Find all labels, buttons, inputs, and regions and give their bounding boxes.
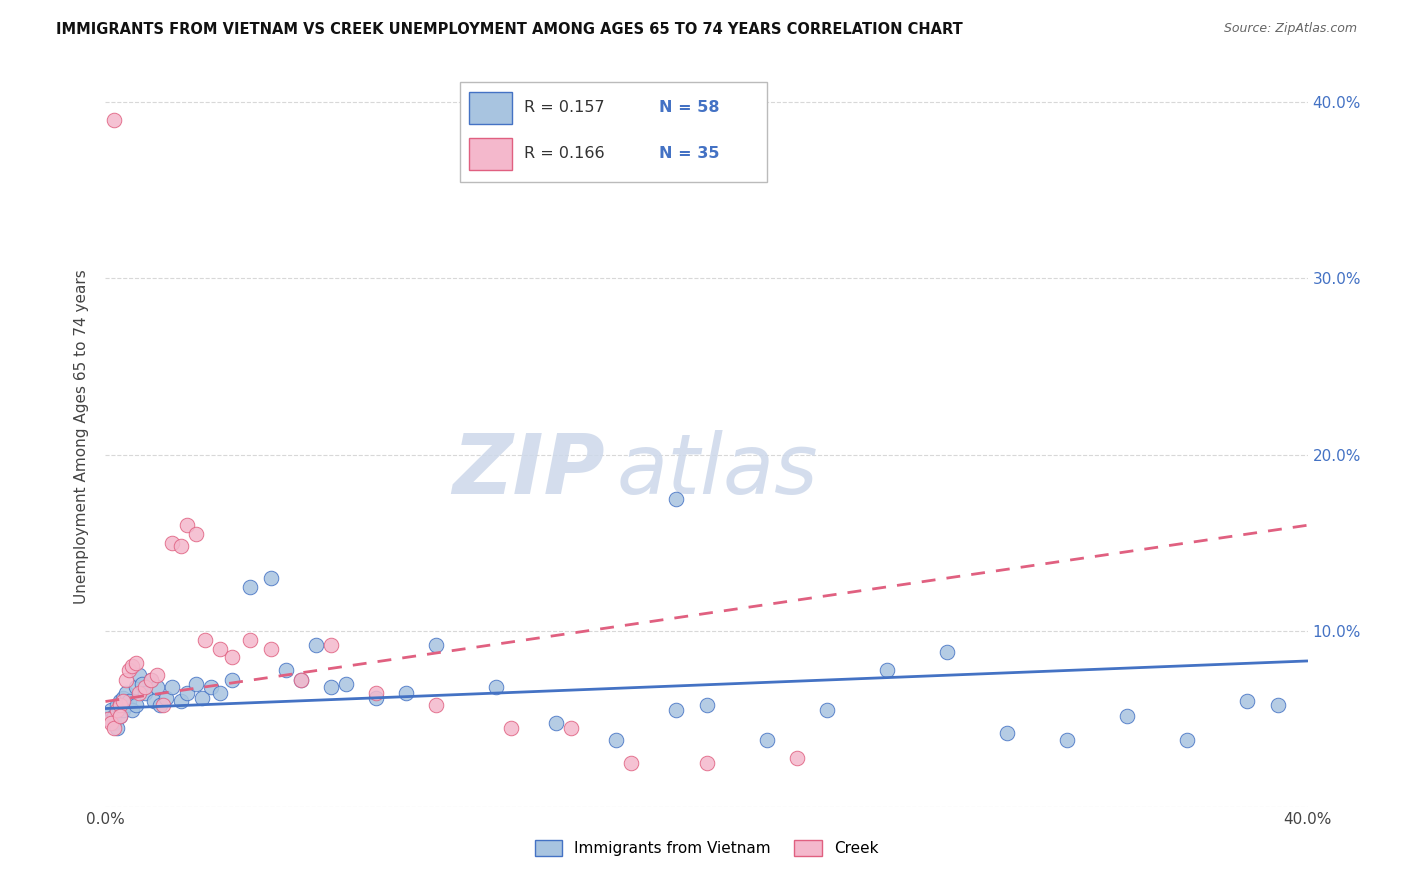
- Point: [335, 677, 357, 691]
- Point: [995, 726, 1018, 740]
- Point: [364, 690, 387, 705]
- Point: [501, 721, 523, 735]
- Point: [184, 527, 207, 541]
- Point: [124, 656, 146, 670]
- Point: [755, 733, 778, 747]
- Point: [152, 698, 174, 712]
- Point: [139, 673, 162, 688]
- Point: [208, 686, 231, 700]
- Point: [110, 708, 132, 723]
- Point: [239, 580, 262, 594]
- Point: [290, 673, 312, 688]
- Point: [260, 641, 283, 656]
- Point: [1056, 733, 1078, 747]
- Point: [160, 536, 183, 550]
- Point: [115, 698, 138, 712]
- Point: [176, 518, 198, 533]
- Point: [665, 491, 688, 506]
- Point: [121, 659, 143, 673]
- Point: [665, 703, 688, 717]
- Legend: Immigrants from Vietnam, Creek: Immigrants from Vietnam, Creek: [529, 834, 884, 863]
- Point: [142, 694, 165, 708]
- Point: [112, 690, 135, 705]
- Point: [100, 703, 122, 717]
- Point: [364, 686, 387, 700]
- Point: [134, 681, 156, 695]
- Point: [103, 721, 125, 735]
- Point: [128, 668, 150, 682]
- Point: [290, 673, 312, 688]
- Point: [107, 721, 129, 735]
- Point: [190, 690, 212, 705]
- Point: [112, 703, 135, 717]
- Point: [145, 681, 167, 695]
- Point: [319, 681, 342, 695]
- Point: [1236, 694, 1258, 708]
- Point: [110, 698, 132, 712]
- Point: [110, 694, 132, 708]
- Point: [110, 708, 132, 723]
- Point: [1116, 708, 1139, 723]
- Point: [305, 638, 328, 652]
- Point: [260, 571, 283, 585]
- Point: [560, 721, 582, 735]
- Point: [876, 663, 898, 677]
- Point: [194, 632, 217, 647]
- Point: [148, 698, 170, 712]
- Y-axis label: Unemployment Among Ages 65 to 74 years: Unemployment Among Ages 65 to 74 years: [75, 269, 90, 605]
- Point: [134, 686, 156, 700]
- Point: [221, 673, 243, 688]
- Point: [169, 694, 191, 708]
- Point: [620, 756, 643, 771]
- Point: [131, 677, 153, 691]
- Point: [425, 638, 447, 652]
- Point: [160, 681, 183, 695]
- Point: [139, 673, 162, 688]
- Point: [605, 733, 627, 747]
- Point: [97, 712, 120, 726]
- Point: [124, 698, 146, 712]
- Point: [221, 650, 243, 665]
- Point: [112, 694, 135, 708]
- Point: [124, 681, 146, 695]
- Point: [425, 698, 447, 712]
- Point: [115, 673, 138, 688]
- Point: [100, 715, 122, 730]
- Point: [936, 645, 959, 659]
- Point: [169, 540, 191, 554]
- Point: [118, 694, 141, 708]
- Text: IMMIGRANTS FROM VIETNAM VS CREEK UNEMPLOYMENT AMONG AGES 65 TO 74 YEARS CORRELAT: IMMIGRANTS FROM VIETNAM VS CREEK UNEMPLO…: [56, 22, 963, 37]
- Point: [103, 112, 125, 127]
- Point: [319, 638, 342, 652]
- Point: [696, 698, 718, 712]
- Point: [786, 751, 808, 765]
- Point: [815, 703, 838, 717]
- Point: [118, 663, 141, 677]
- Point: [696, 756, 718, 771]
- Point: [121, 703, 143, 717]
- Point: [107, 698, 129, 712]
- Point: [395, 686, 418, 700]
- Point: [145, 668, 167, 682]
- Text: ZIP: ZIP: [451, 430, 605, 511]
- Point: [155, 690, 177, 705]
- Point: [485, 681, 508, 695]
- Text: Source: ZipAtlas.com: Source: ZipAtlas.com: [1223, 22, 1357, 36]
- Point: [1175, 733, 1198, 747]
- Point: [115, 686, 138, 700]
- Point: [128, 686, 150, 700]
- Point: [184, 677, 207, 691]
- Point: [97, 712, 120, 726]
- Point: [107, 703, 129, 717]
- Point: [176, 686, 198, 700]
- Point: [239, 632, 262, 647]
- Point: [546, 715, 568, 730]
- Point: [200, 681, 222, 695]
- Point: [103, 715, 125, 730]
- Point: [208, 641, 231, 656]
- Point: [1267, 698, 1289, 712]
- Text: atlas: atlas: [616, 430, 818, 511]
- Point: [103, 708, 125, 723]
- Point: [274, 663, 297, 677]
